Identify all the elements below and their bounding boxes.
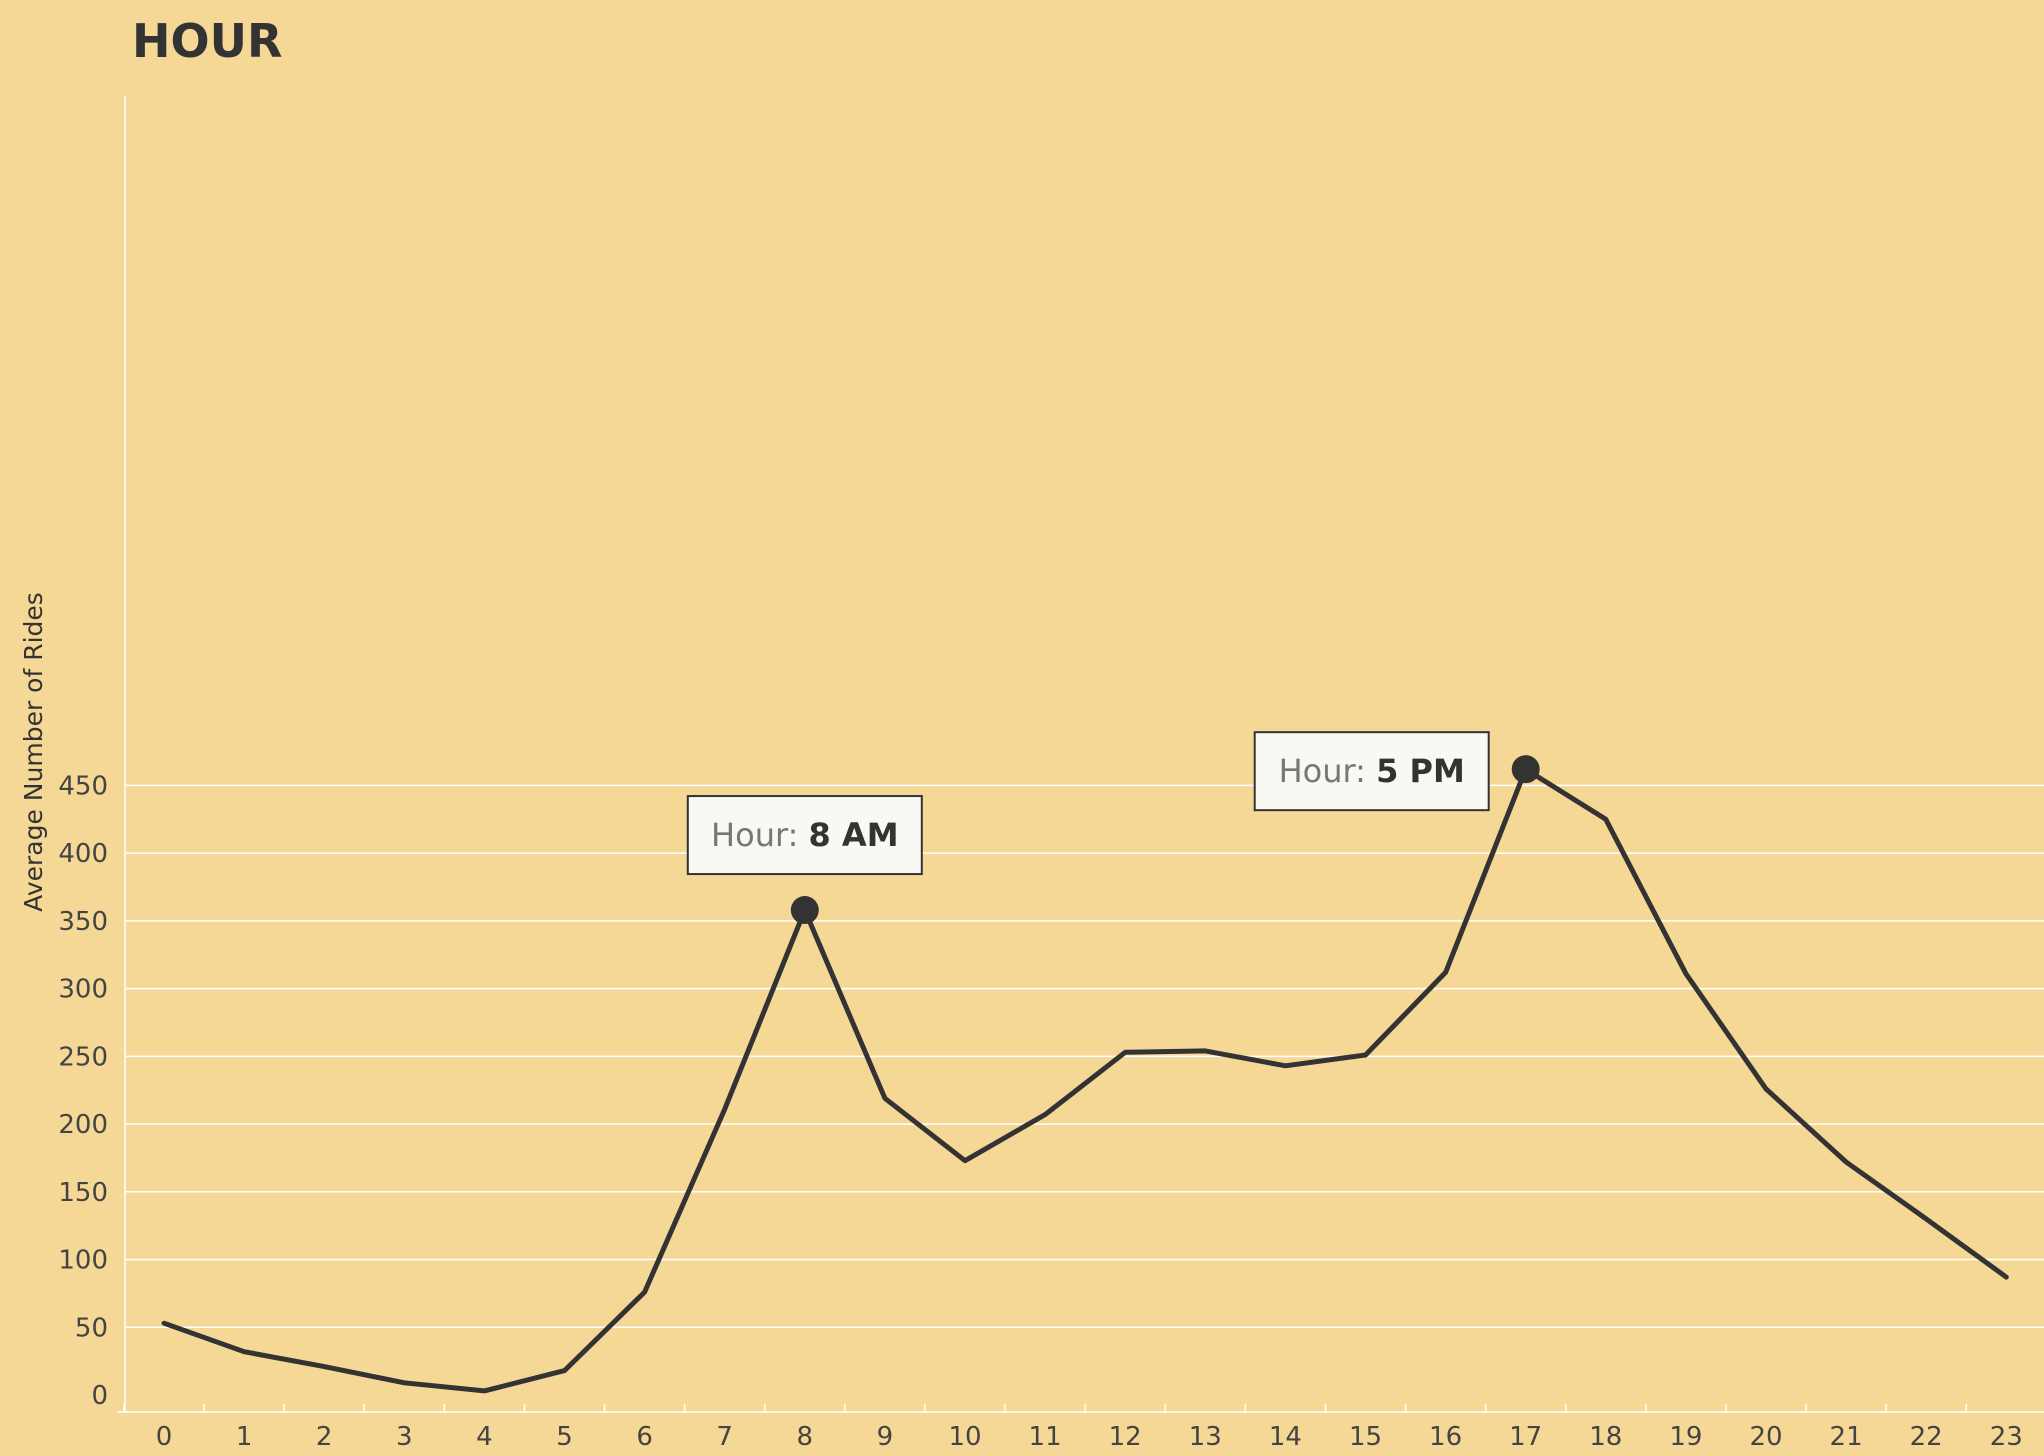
- x-tick-label: 19: [1669, 1422, 1702, 1452]
- y-tick-label: 450: [58, 771, 108, 801]
- x-tick-label: 11: [1029, 1422, 1062, 1452]
- annotation-label: Hour: 5 PM: [1279, 752, 1465, 790]
- x-tick-label: 15: [1349, 1422, 1382, 1452]
- x-tick-label: 1: [236, 1422, 253, 1452]
- y-tick-label: 400: [58, 839, 108, 869]
- x-tick-label: 21: [1830, 1422, 1863, 1452]
- x-tick-label: 12: [1109, 1422, 1142, 1452]
- x-tick-label: 20: [1749, 1422, 1782, 1452]
- y-tick-label: 300: [58, 975, 108, 1005]
- x-tick-label: 23: [1990, 1422, 2023, 1452]
- highlight-point: [1511, 755, 1540, 784]
- x-tick-label: 4: [476, 1422, 493, 1452]
- annotation-label: Hour: 8 AM: [711, 816, 898, 854]
- x-tick-label: 10: [948, 1422, 981, 1452]
- annotation-prefix: Hour:: [1279, 752, 1376, 790]
- y-tick-label: 100: [58, 1246, 108, 1276]
- annotation-box: [686, 795, 923, 876]
- x-tick-label: 6: [636, 1422, 653, 1452]
- y-axis-label: Average Number of Rides: [19, 592, 48, 912]
- x-tick-label: 17: [1509, 1422, 1542, 1452]
- y-tick-label: 250: [58, 1042, 108, 1072]
- x-tick-label: 8: [797, 1422, 814, 1452]
- x-tick-label: 5: [556, 1422, 573, 1452]
- annotation-box: [1253, 731, 1490, 812]
- y-tick-label: 150: [58, 1178, 108, 1208]
- x-tick-label: 3: [396, 1422, 413, 1452]
- x-tick-label: 2: [316, 1422, 333, 1452]
- x-tick-label: 7: [716, 1422, 733, 1452]
- x-tick-label: 14: [1269, 1422, 1302, 1452]
- x-tick-label: 0: [156, 1422, 173, 1452]
- series-line: [161, 766, 2009, 1394]
- annotation-value: 5 PM: [1376, 752, 1465, 790]
- y-tick-label: 200: [58, 1110, 108, 1140]
- x-tick-label: 18: [1589, 1422, 1622, 1452]
- x-tick-label: 22: [1910, 1422, 1943, 1452]
- y-tick-label: 350: [58, 907, 108, 937]
- x-tick-label: 16: [1429, 1422, 1462, 1452]
- x-tick-label: 13: [1189, 1422, 1222, 1452]
- chart-title: HOUR: [132, 14, 283, 68]
- annotation-value: 8 AM: [809, 816, 899, 854]
- y-tick-label: 0: [91, 1381, 108, 1411]
- x-tick-label: 9: [877, 1422, 894, 1452]
- annotation-prefix: Hour:: [711, 816, 808, 854]
- highlight-point: [790, 896, 819, 925]
- y-tick-label: 50: [75, 1313, 108, 1343]
